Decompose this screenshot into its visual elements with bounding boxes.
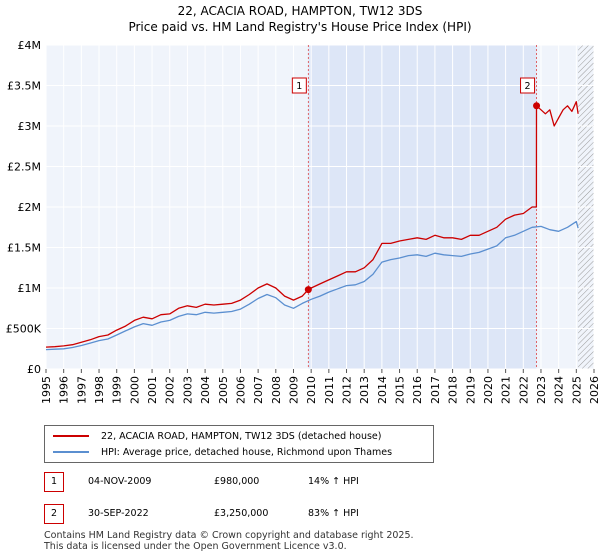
- sale-label-text: 2: [525, 81, 531, 92]
- x-tick-label: 2015: [394, 376, 407, 404]
- x-tick-label: 2017: [429, 376, 442, 404]
- x-tick-label: 2021: [500, 376, 513, 404]
- x-tick-label: 2000: [128, 376, 141, 404]
- x-tick-label: 2001: [146, 376, 159, 404]
- x-tick-label: 2009: [287, 376, 300, 404]
- chart-title: 22, ACACIA ROAD, HAMPTON, TW12 3DS: [177, 4, 423, 18]
- x-tick-label: 2010: [305, 376, 318, 404]
- y-tick-label: £4M: [18, 39, 42, 52]
- y-tick-label: £1M: [18, 282, 42, 295]
- legend: 22, ACACIA ROAD, HAMPTON, TW12 3DS (deta…: [44, 425, 434, 463]
- y-tick-label: £3M: [18, 120, 42, 133]
- sale-label-text: 1: [296, 81, 302, 92]
- x-tick-label: 2019: [464, 376, 477, 404]
- legend-swatch-property: [53, 435, 89, 437]
- legend-label-property: 22, ACACIA ROAD, HAMPTON, TW12 3DS (deta…: [101, 430, 382, 442]
- legend-label-hpi: HPI: Average price, detached house, Rich…: [101, 446, 393, 458]
- transaction-date: 30-SEP-2022: [88, 508, 149, 519]
- x-tick-label: 2013: [358, 376, 371, 404]
- x-tick-label: 1997: [75, 376, 88, 404]
- transaction-price: £3,250,000: [214, 508, 269, 519]
- x-tick-label: 1999: [111, 376, 124, 404]
- x-tick-label: 2024: [553, 376, 566, 404]
- sale-point: [304, 286, 312, 294]
- legend-swatch-hpi: [53, 451, 89, 453]
- sale-point: [533, 102, 541, 110]
- transaction-hpi: 14% ↑ HPI: [308, 476, 359, 487]
- x-tick-label: 2022: [517, 376, 530, 404]
- x-tick-label: 2012: [341, 376, 354, 404]
- x-tick-label: 2003: [181, 376, 194, 404]
- x-tick-label: 2008: [270, 376, 283, 404]
- x-tick-label: 2002: [164, 376, 177, 404]
- x-tick-label: 2023: [535, 376, 548, 404]
- x-tick-label: 2005: [217, 376, 230, 404]
- y-tick-label: £2.5M: [7, 161, 41, 174]
- x-tick-label: 2016: [411, 376, 424, 404]
- y-tick-label: £0: [27, 363, 41, 376]
- footer-copyright: Contains HM Land Registry data © Crown c…: [44, 530, 414, 541]
- x-tick-label: 2014: [376, 376, 389, 404]
- price-series-line: [45, 101, 579, 348]
- x-tick-label: 1996: [58, 376, 71, 404]
- sale-label-box: [520, 77, 536, 94]
- x-tick-label: 2018: [447, 376, 460, 404]
- transaction-hpi: 83% ↑ HPI: [308, 508, 359, 519]
- transaction-marker: 2: [44, 504, 64, 524]
- x-tick-label: 2004: [199, 376, 212, 404]
- hpi-series-line: [45, 220, 579, 351]
- transaction-price: £980,000: [214, 476, 260, 487]
- transaction-marker: 1: [44, 472, 64, 492]
- x-tick-label: 2026: [588, 376, 600, 404]
- x-tick-label: 2007: [252, 376, 265, 404]
- y-tick-label: £2M: [18, 201, 42, 214]
- x-tick-label: 1998: [93, 376, 106, 404]
- price-chart: 1 2 £0 £500K £1M £1.5M £2M £2.5M £3M £3.5M £4M 1995…: [6, 39, 600, 404]
- y-tick-label: £3.5M: [7, 80, 41, 93]
- x-tick-label: 2011: [323, 376, 336, 404]
- legend-item-property: 22, ACACIA ROAD, HAMPTON, TW12 3DS (deta…: [53, 429, 381, 443]
- y-tick-label: £1.5M: [7, 242, 41, 255]
- y-tick-label: £500K: [6, 323, 42, 336]
- footer: Contains HM Land Registry data © Crown c…: [44, 530, 414, 552]
- x-tick-label: 2025: [570, 376, 583, 404]
- sale-label-box: [291, 77, 307, 94]
- footer-licence: This data is licensed under the Open Gov…: [44, 541, 347, 552]
- transaction-date: 04-NOV-2009: [88, 476, 152, 487]
- x-tick-label: 2020: [482, 376, 495, 404]
- legend-item-hpi: HPI: Average price, detached house, Rich…: [53, 445, 392, 459]
- x-tick-label: 2006: [234, 376, 247, 404]
- chart-subtitle: Price paid vs. HM Land Registry's House …: [128, 20, 472, 34]
- x-tick-label: 1995: [40, 376, 53, 404]
